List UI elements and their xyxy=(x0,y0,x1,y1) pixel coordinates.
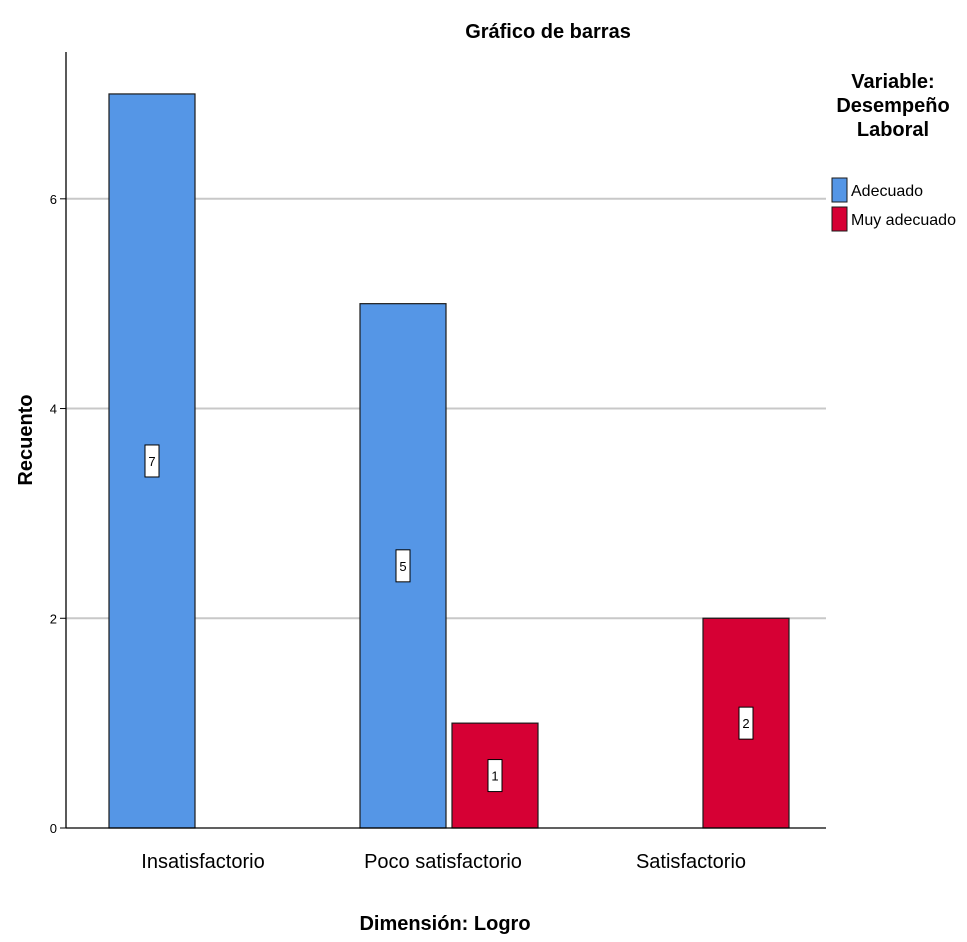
legend-entry-label: Adecuado xyxy=(851,183,923,200)
legend-title-line: Laboral xyxy=(857,119,929,141)
x-tick-label: Insatisfactorio xyxy=(141,851,264,873)
data-label: 2 xyxy=(742,716,749,731)
y-tick-label: 6 xyxy=(50,192,57,207)
x-tick-label: Satisfactorio xyxy=(636,851,746,873)
legend-title-line: Desempeño xyxy=(836,95,949,117)
chart-title: Gráfico de barras xyxy=(465,21,631,43)
y-axis-label: Recuento xyxy=(15,394,37,485)
data-label: 1 xyxy=(491,769,498,784)
data-label-box xyxy=(738,706,754,740)
x-axis-label: Dimensión: Logro xyxy=(359,913,530,935)
axes: 0 2 4 6 Insatisfactorio Poco satisfactorio Sat… xyxy=(50,52,826,873)
data-label-box xyxy=(144,444,160,478)
legend-entry-label: Muy adecuado xyxy=(851,212,956,229)
y-tick-label: 4 xyxy=(50,402,57,417)
legend-swatch xyxy=(831,206,848,232)
data-label-box xyxy=(395,549,411,583)
y-tick-label: 0 xyxy=(50,821,57,836)
data-label: 7 xyxy=(148,454,155,469)
x-tick-label: Poco satisfactorio xyxy=(364,851,522,873)
data-label-box xyxy=(487,759,503,793)
bars xyxy=(108,93,790,829)
y-tick-label: 2 xyxy=(50,611,57,626)
legend-title-line: Variable: xyxy=(851,71,934,93)
data-label: 5 xyxy=(399,559,406,574)
data-labels: 7 5 1 2 xyxy=(144,444,754,793)
legend-swatch xyxy=(831,177,848,203)
